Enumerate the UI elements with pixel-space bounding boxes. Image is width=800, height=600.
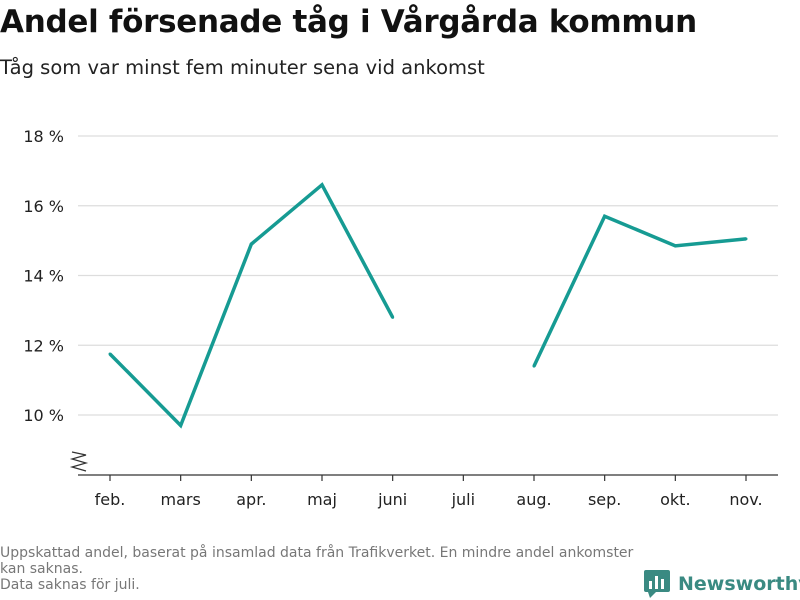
y-tick-label: 18 %	[23, 127, 64, 146]
x-axis-ticks: feb. mars apr. maj juni juli aug. sep. okt. nov.	[95, 475, 763, 509]
y-tick-label: 16 %	[23, 197, 64, 216]
y-tick-label: 10 %	[23, 406, 64, 425]
data-point[interactable]	[673, 244, 677, 248]
footnote: Uppskattad andel, baserat på insamlad da…	[0, 545, 640, 593]
x-tick-label: aug.	[516, 490, 551, 509]
series	[108, 182, 748, 429]
chart-subtitle: Tåg som var minst fem minuter sena vid a…	[0, 56, 485, 79]
series-line	[532, 213, 747, 367]
data-point[interactable]	[603, 214, 607, 218]
x-tick-label: okt.	[660, 490, 690, 509]
footnote-line-2: Data saknas för juli.	[0, 577, 140, 593]
data-point[interactable]	[320, 183, 324, 187]
x-tick-label: juli	[451, 490, 475, 509]
brand-name: Newsworthy	[678, 573, 800, 595]
y-axis-tick-labels: 10 % 12 % 14 % 16 % 18 %	[23, 127, 64, 425]
data-point[interactable]	[249, 242, 253, 246]
x-tick-label: nov.	[729, 490, 762, 509]
data-point[interactable]	[179, 423, 183, 427]
gridlines	[78, 135, 778, 416]
x-tick-label: juni	[377, 490, 407, 509]
x-tick-label: mars	[161, 490, 201, 509]
data-point[interactable]	[532, 364, 536, 368]
axis-break-icon	[69, 451, 89, 472]
x-tick-label: sep.	[588, 490, 621, 509]
x-tick-label: feb.	[95, 490, 126, 509]
data-point[interactable]	[744, 237, 748, 241]
y-tick-label: 14 %	[23, 267, 64, 286]
x-axis	[69, 451, 778, 476]
brand-logo[interactable]: Newsworthy	[644, 570, 800, 598]
x-tick-label: maj	[307, 490, 337, 509]
footnote-line-1: Uppskattad andel, baserat på insamlad da…	[0, 545, 634, 577]
data-point[interactable]	[108, 352, 112, 356]
bar-chart-logo-icon	[644, 570, 670, 598]
y-tick-label: 12 %	[23, 336, 64, 355]
x-tick-label: apr.	[236, 490, 266, 509]
data-point[interactable]	[391, 315, 395, 319]
line-chart: 10 % 12 % 14 % 16 % 18 % feb. mars apr. maj juni…	[23, 127, 778, 509]
chart-title: Andel försenade tåg i Vårgårda kommun	[0, 4, 697, 40]
series-line	[108, 182, 395, 429]
